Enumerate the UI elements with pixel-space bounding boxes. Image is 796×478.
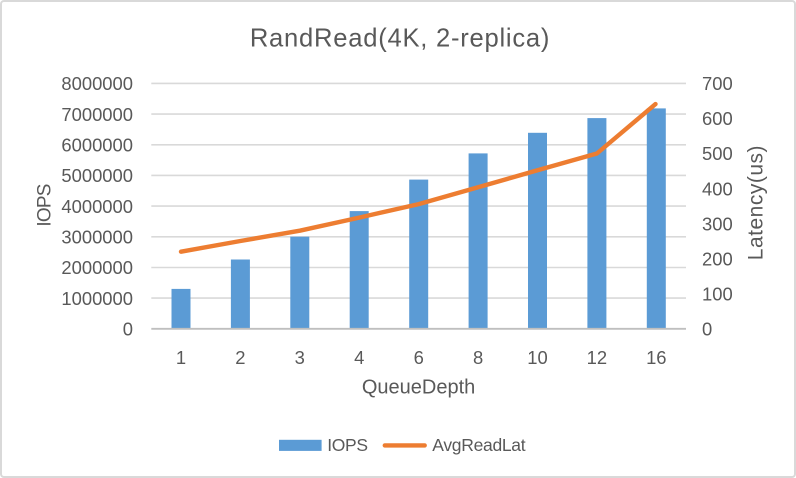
- svg-text:QueueDepth: QueueDepth: [362, 376, 475, 398]
- svg-text:0: 0: [702, 319, 712, 340]
- svg-text:700: 700: [702, 73, 733, 94]
- svg-text:2000000: 2000000: [61, 257, 133, 278]
- svg-text:IOPS: IOPS: [327, 435, 368, 455]
- svg-text:Latency(us): Latency(us): [745, 145, 768, 260]
- svg-text:8000000: 8000000: [61, 73, 133, 94]
- svg-text:7000000: 7000000: [61, 104, 133, 125]
- svg-text:400: 400: [702, 178, 733, 199]
- svg-text:1: 1: [176, 347, 186, 368]
- svg-text:AvgReadLat: AvgReadLat: [432, 435, 525, 455]
- svg-text:RandRead(4K, 2-replica): RandRead(4K, 2-replica): [250, 25, 550, 53]
- svg-text:200: 200: [702, 248, 733, 269]
- svg-text:300: 300: [702, 213, 733, 234]
- svg-text:100: 100: [702, 284, 733, 305]
- svg-text:8: 8: [473, 347, 483, 368]
- svg-text:0: 0: [123, 319, 133, 340]
- svg-text:4000000: 4000000: [61, 196, 133, 217]
- svg-text:1000000: 1000000: [61, 288, 133, 309]
- svg-text:2: 2: [235, 347, 245, 368]
- svg-text:10: 10: [527, 347, 547, 368]
- svg-text:12: 12: [587, 347, 607, 368]
- svg-text:6: 6: [414, 347, 424, 368]
- svg-text:16: 16: [646, 347, 666, 368]
- svg-text:4: 4: [354, 347, 364, 368]
- svg-text:IOPS: IOPS: [35, 184, 56, 226]
- svg-text:3: 3: [295, 347, 305, 368]
- svg-text:500: 500: [702, 143, 733, 164]
- svg-text:600: 600: [702, 108, 733, 129]
- svg-text:6000000: 6000000: [61, 135, 133, 156]
- svg-text:5000000: 5000000: [61, 165, 133, 186]
- svg-text:3000000: 3000000: [61, 227, 133, 248]
